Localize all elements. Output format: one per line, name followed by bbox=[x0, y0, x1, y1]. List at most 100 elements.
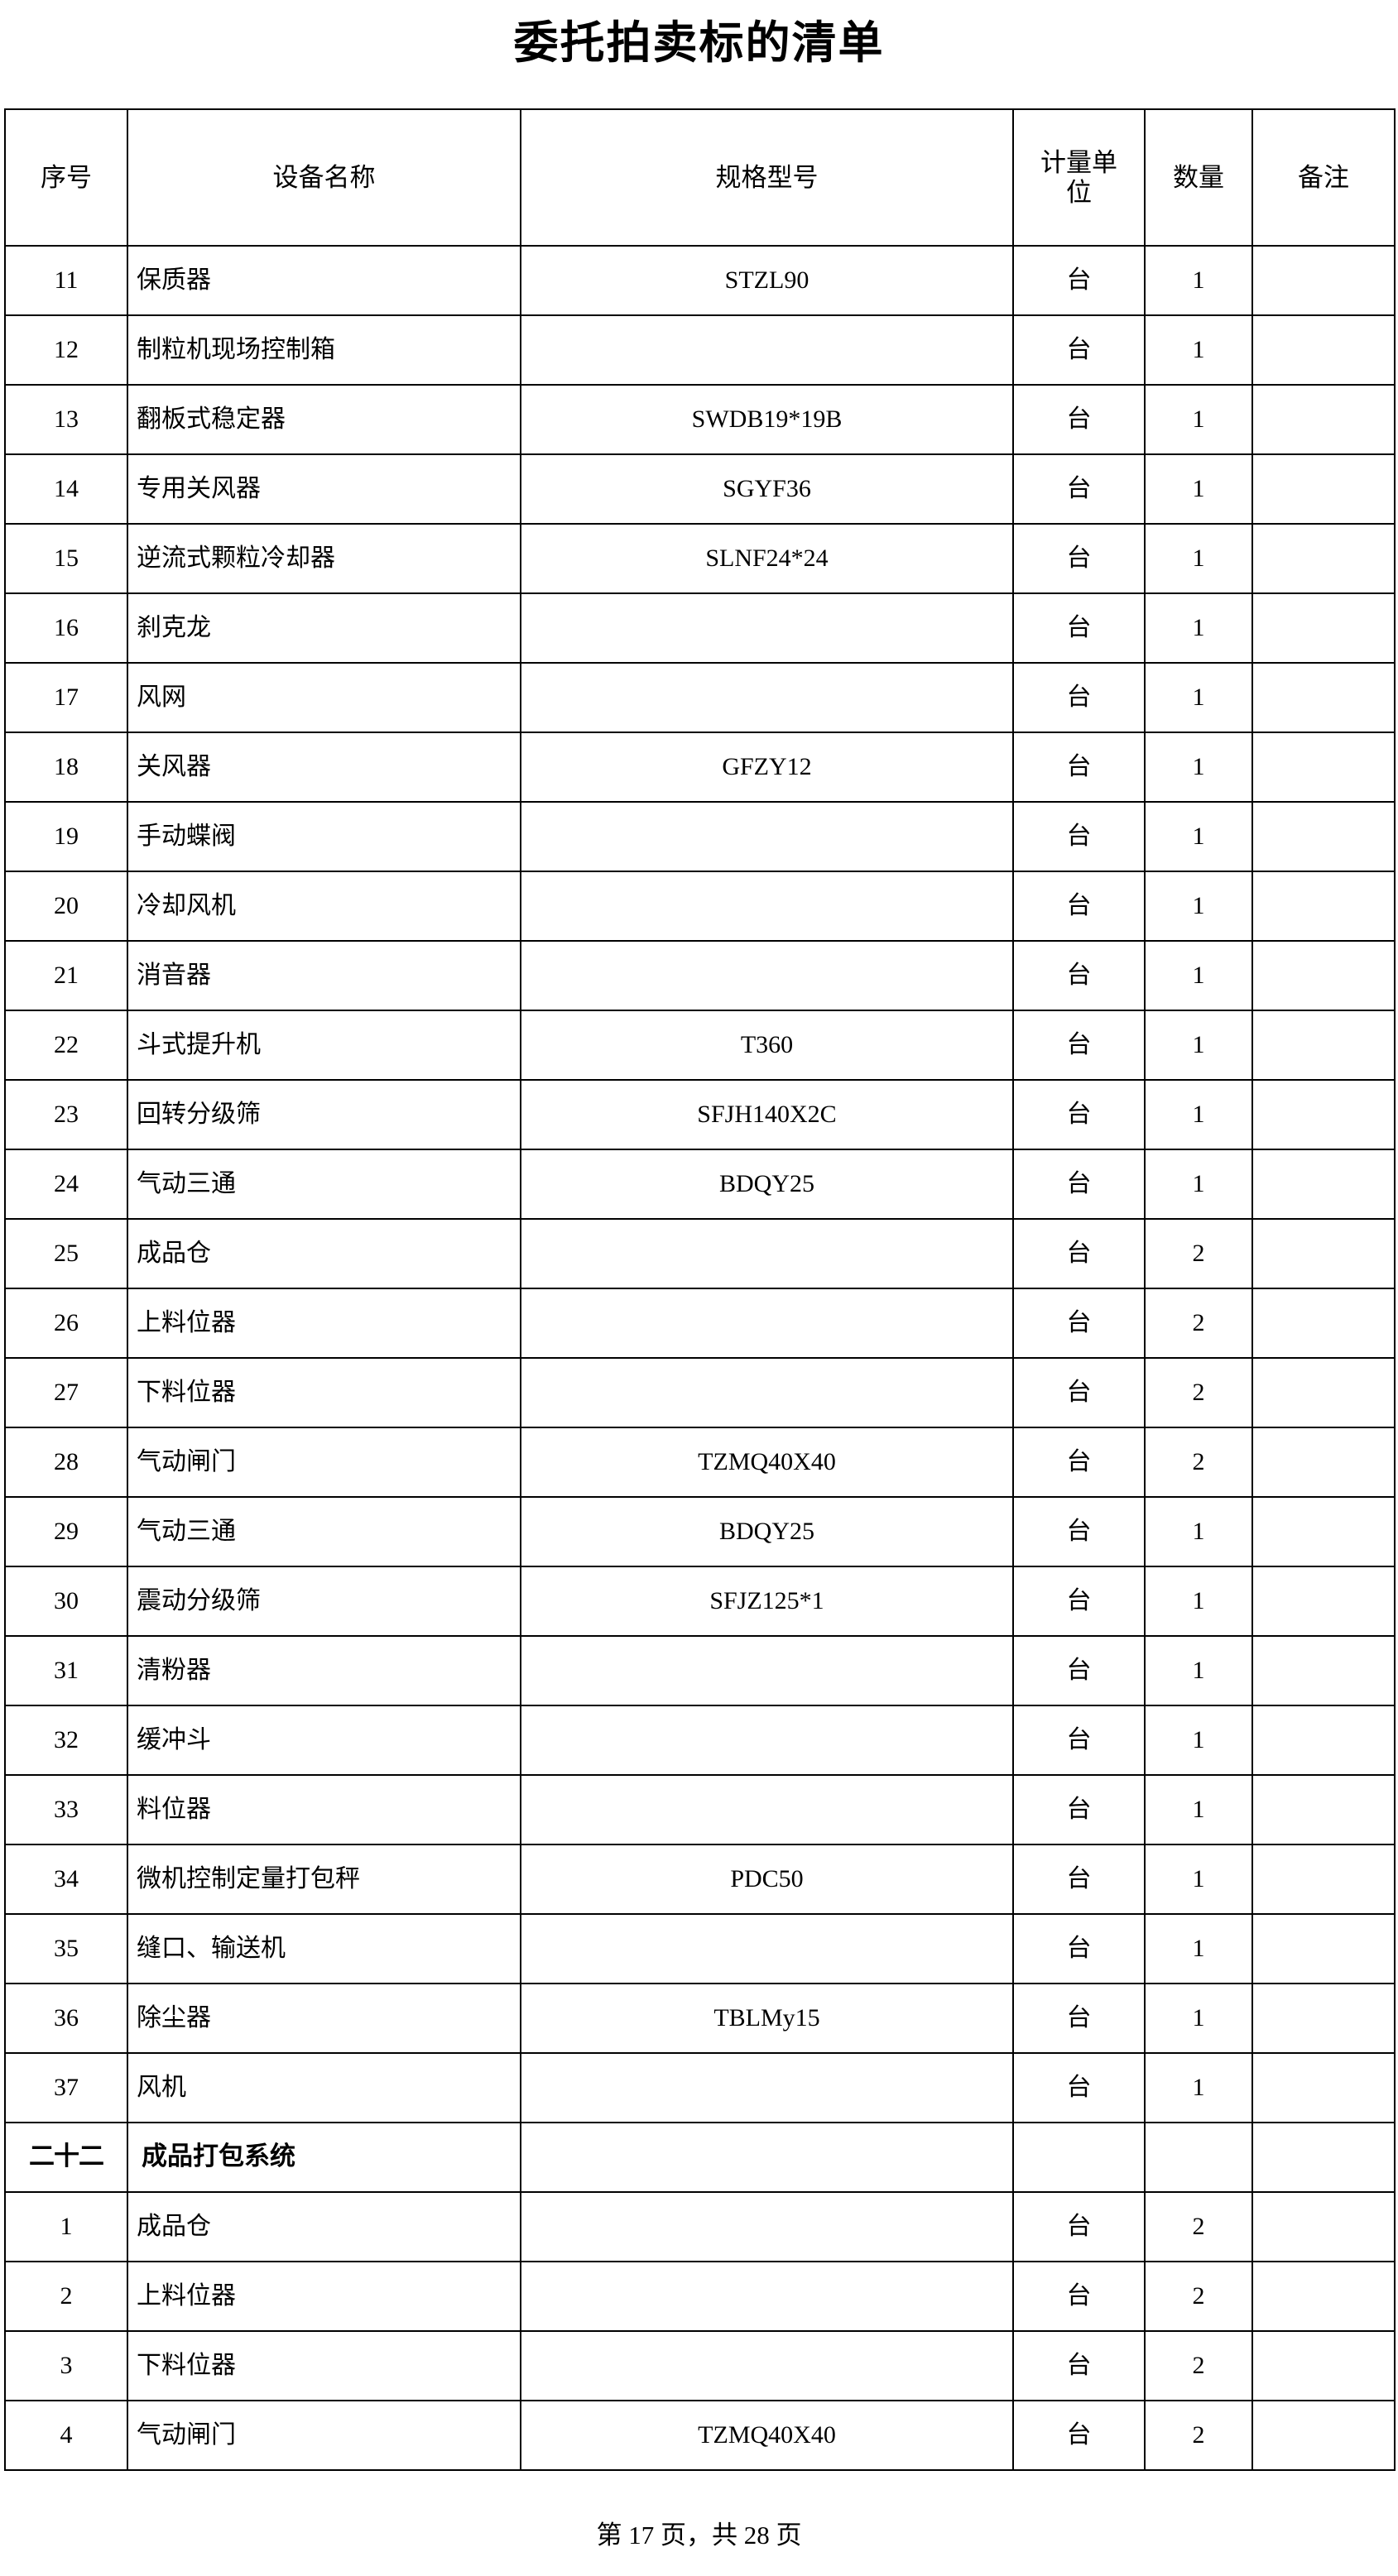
table-row: 29 气动三通 BDQY25 台 1 bbox=[4, 1496, 1396, 1567]
table-row: 34 微机控制定量打包秤 PDC50 台 1 bbox=[4, 1844, 1396, 1915]
cell-unit: 台 bbox=[1012, 871, 1146, 942]
table-section-row: 二十二 成品打包系统 bbox=[4, 2122, 1396, 2193]
cell-quantity: 2 bbox=[1144, 1218, 1253, 1289]
cell-quantity: 1 bbox=[1144, 2052, 1253, 2123]
table-row: 2 上料位器台 2 bbox=[4, 2261, 1396, 2332]
cell-quantity: 1 bbox=[1144, 1774, 1253, 1845]
cell-quantity: 1 bbox=[1144, 940, 1253, 1011]
cell-spec: SWDB19*19B bbox=[520, 384, 1014, 455]
cell-unit: 台 bbox=[1012, 1496, 1146, 1567]
cell-remark bbox=[1251, 2400, 1396, 2471]
cell-name: 手动蝶阀 bbox=[127, 801, 521, 872]
column-header-spec: 规格型号 bbox=[520, 108, 1014, 247]
cell-name: 消音器 bbox=[127, 940, 521, 1011]
table-row: 1 成品仓 台 2 bbox=[4, 2191, 1396, 2262]
cell-quantity: 1 bbox=[1144, 1983, 1253, 2054]
cell-quantity: 2 bbox=[1144, 1427, 1253, 1498]
cell-quantity: 1 bbox=[1144, 662, 1253, 733]
equipment-table-container: 序号 设备名称 规格型号 计量单位 数量 备注 11 保质器 STZL90 台 1 12 制… bbox=[4, 108, 1396, 2471]
column-header-unit: 计量单位 bbox=[1012, 108, 1146, 247]
cell-unit: 台 bbox=[1012, 523, 1146, 594]
cell-index: 25 bbox=[4, 1218, 128, 1289]
table-row: 22 斗式提升机 T360 台 1 bbox=[4, 1010, 1396, 1081]
cell-quantity: 2 bbox=[1144, 2261, 1253, 2332]
cell-quantity: 1 bbox=[1144, 592, 1253, 664]
table-row: 35 缝口、输送机 台 1 bbox=[4, 1913, 1396, 1984]
cell-unit: 台 bbox=[1012, 1983, 1146, 2054]
cell-index: 35 bbox=[4, 1913, 128, 1984]
cell-name: 除尘器 bbox=[127, 1983, 521, 2054]
cell-quantity: 2 bbox=[1144, 2400, 1253, 2471]
cell-spec bbox=[520, 1913, 1014, 1984]
cell-quantity: 1 bbox=[1144, 1149, 1253, 1220]
cell-index: 15 bbox=[4, 523, 128, 594]
cell-quantity: 1 bbox=[1144, 1635, 1253, 1706]
cell-name: 下料位器 bbox=[127, 1357, 521, 1428]
cell-unit: 台 bbox=[1012, 2400, 1146, 2471]
cell-remark bbox=[1251, 1496, 1396, 1567]
cell-remark bbox=[1251, 2330, 1396, 2401]
cell-remark bbox=[1251, 1913, 1396, 1984]
cell-name: 成品仓 bbox=[127, 2191, 521, 2262]
table-row: 33 料位器 台 1 bbox=[4, 1774, 1396, 1845]
cell-spec bbox=[520, 871, 1014, 942]
cell-remark bbox=[1251, 732, 1396, 803]
cell-quantity: 1 bbox=[1144, 1010, 1253, 1081]
table-row: 16 刹克龙 台 1 bbox=[4, 592, 1396, 664]
table-row: 21 消音器 台 1 bbox=[4, 940, 1396, 1011]
cell-index: 27 bbox=[4, 1357, 128, 1428]
cell-spec bbox=[520, 2261, 1014, 2332]
cell-quantity: 1 bbox=[1144, 523, 1253, 594]
cell-spec: PDC50 bbox=[520, 1844, 1014, 1915]
cell-remark bbox=[1251, 1288, 1396, 1359]
cell-remark bbox=[1251, 1218, 1396, 1289]
cell-quantity: 1 bbox=[1144, 384, 1253, 455]
cell-remark bbox=[1251, 2052, 1396, 2123]
cell-name: 冷却风机 bbox=[127, 871, 521, 942]
cell-name: 成品打包系统 bbox=[127, 2122, 521, 2193]
cell-unit: 台 bbox=[1012, 1844, 1146, 1915]
cell-name: 料位器 bbox=[127, 1774, 521, 1845]
cell-quantity: 1 bbox=[1144, 314, 1253, 386]
cell-spec: TBLMy15 bbox=[520, 1983, 1014, 2054]
cell-index: 30 bbox=[4, 1566, 128, 1637]
table-row: 30 震动分级筛 SFJZ125*1 台 1 bbox=[4, 1566, 1396, 1637]
cell-quantity: 2 bbox=[1144, 1288, 1253, 1359]
cell-remark bbox=[1251, 592, 1396, 664]
table-row: 36 除尘器 TBLMy15 台 1 bbox=[4, 1983, 1396, 2054]
table-row: 27 下料位器 台 2 bbox=[4, 1357, 1396, 1428]
cell-unit: 台 bbox=[1012, 1705, 1146, 1776]
cell-spec bbox=[520, 1774, 1014, 1845]
cell-index: 13 bbox=[4, 384, 128, 455]
table-row: 15 逆流式颗粒冷却器 SLNF24*24 台 1 bbox=[4, 523, 1396, 594]
cell-spec: GFZY12 bbox=[520, 732, 1014, 803]
cell-spec bbox=[520, 940, 1014, 1011]
table-row: 20 冷却风机 台 1 bbox=[4, 871, 1396, 942]
table-body: 11 保质器 STZL90 台 1 12 制粒机现场控制箱台 1 13 翻板式稳定器 SWDB19*… bbox=[4, 245, 1396, 2471]
cell-unit: 台 bbox=[1012, 1774, 1146, 1845]
cell-quantity: 1 bbox=[1144, 1844, 1253, 1915]
cell-quantity: 1 bbox=[1144, 1705, 1253, 1776]
table-row: 19 手动蝶阀 台 1 bbox=[4, 801, 1396, 872]
cell-index: 24 bbox=[4, 1149, 128, 1220]
cell-quantity: 2 bbox=[1144, 2330, 1253, 2401]
cell-unit: 台 bbox=[1012, 2191, 1146, 2262]
cell-quantity: 2 bbox=[1144, 1357, 1253, 1428]
cell-spec bbox=[520, 1357, 1014, 1428]
cell-remark bbox=[1251, 940, 1396, 1011]
cell-index: 14 bbox=[4, 453, 128, 525]
cell-unit: 台 bbox=[1012, 732, 1146, 803]
table-row: 3 下料位器 台 2 bbox=[4, 2330, 1396, 2401]
cell-remark bbox=[1251, 2191, 1396, 2262]
table-row: 28 气动闸门 TZMQ40X40 台 2 bbox=[4, 1427, 1396, 1498]
cell-index: 16 bbox=[4, 592, 128, 664]
cell-index: 19 bbox=[4, 801, 128, 872]
table-head: 序号 设备名称 规格型号 计量单位 数量 备注 bbox=[4, 108, 1396, 247]
cell-spec: STZL90 bbox=[520, 245, 1014, 316]
cell-quantity: 1 bbox=[1144, 732, 1253, 803]
cell-quantity: 1 bbox=[1144, 1079, 1253, 1150]
cell-remark bbox=[1251, 384, 1396, 455]
cell-spec: TZMQ40X40 bbox=[520, 2400, 1014, 2471]
cell-remark bbox=[1251, 1149, 1396, 1220]
